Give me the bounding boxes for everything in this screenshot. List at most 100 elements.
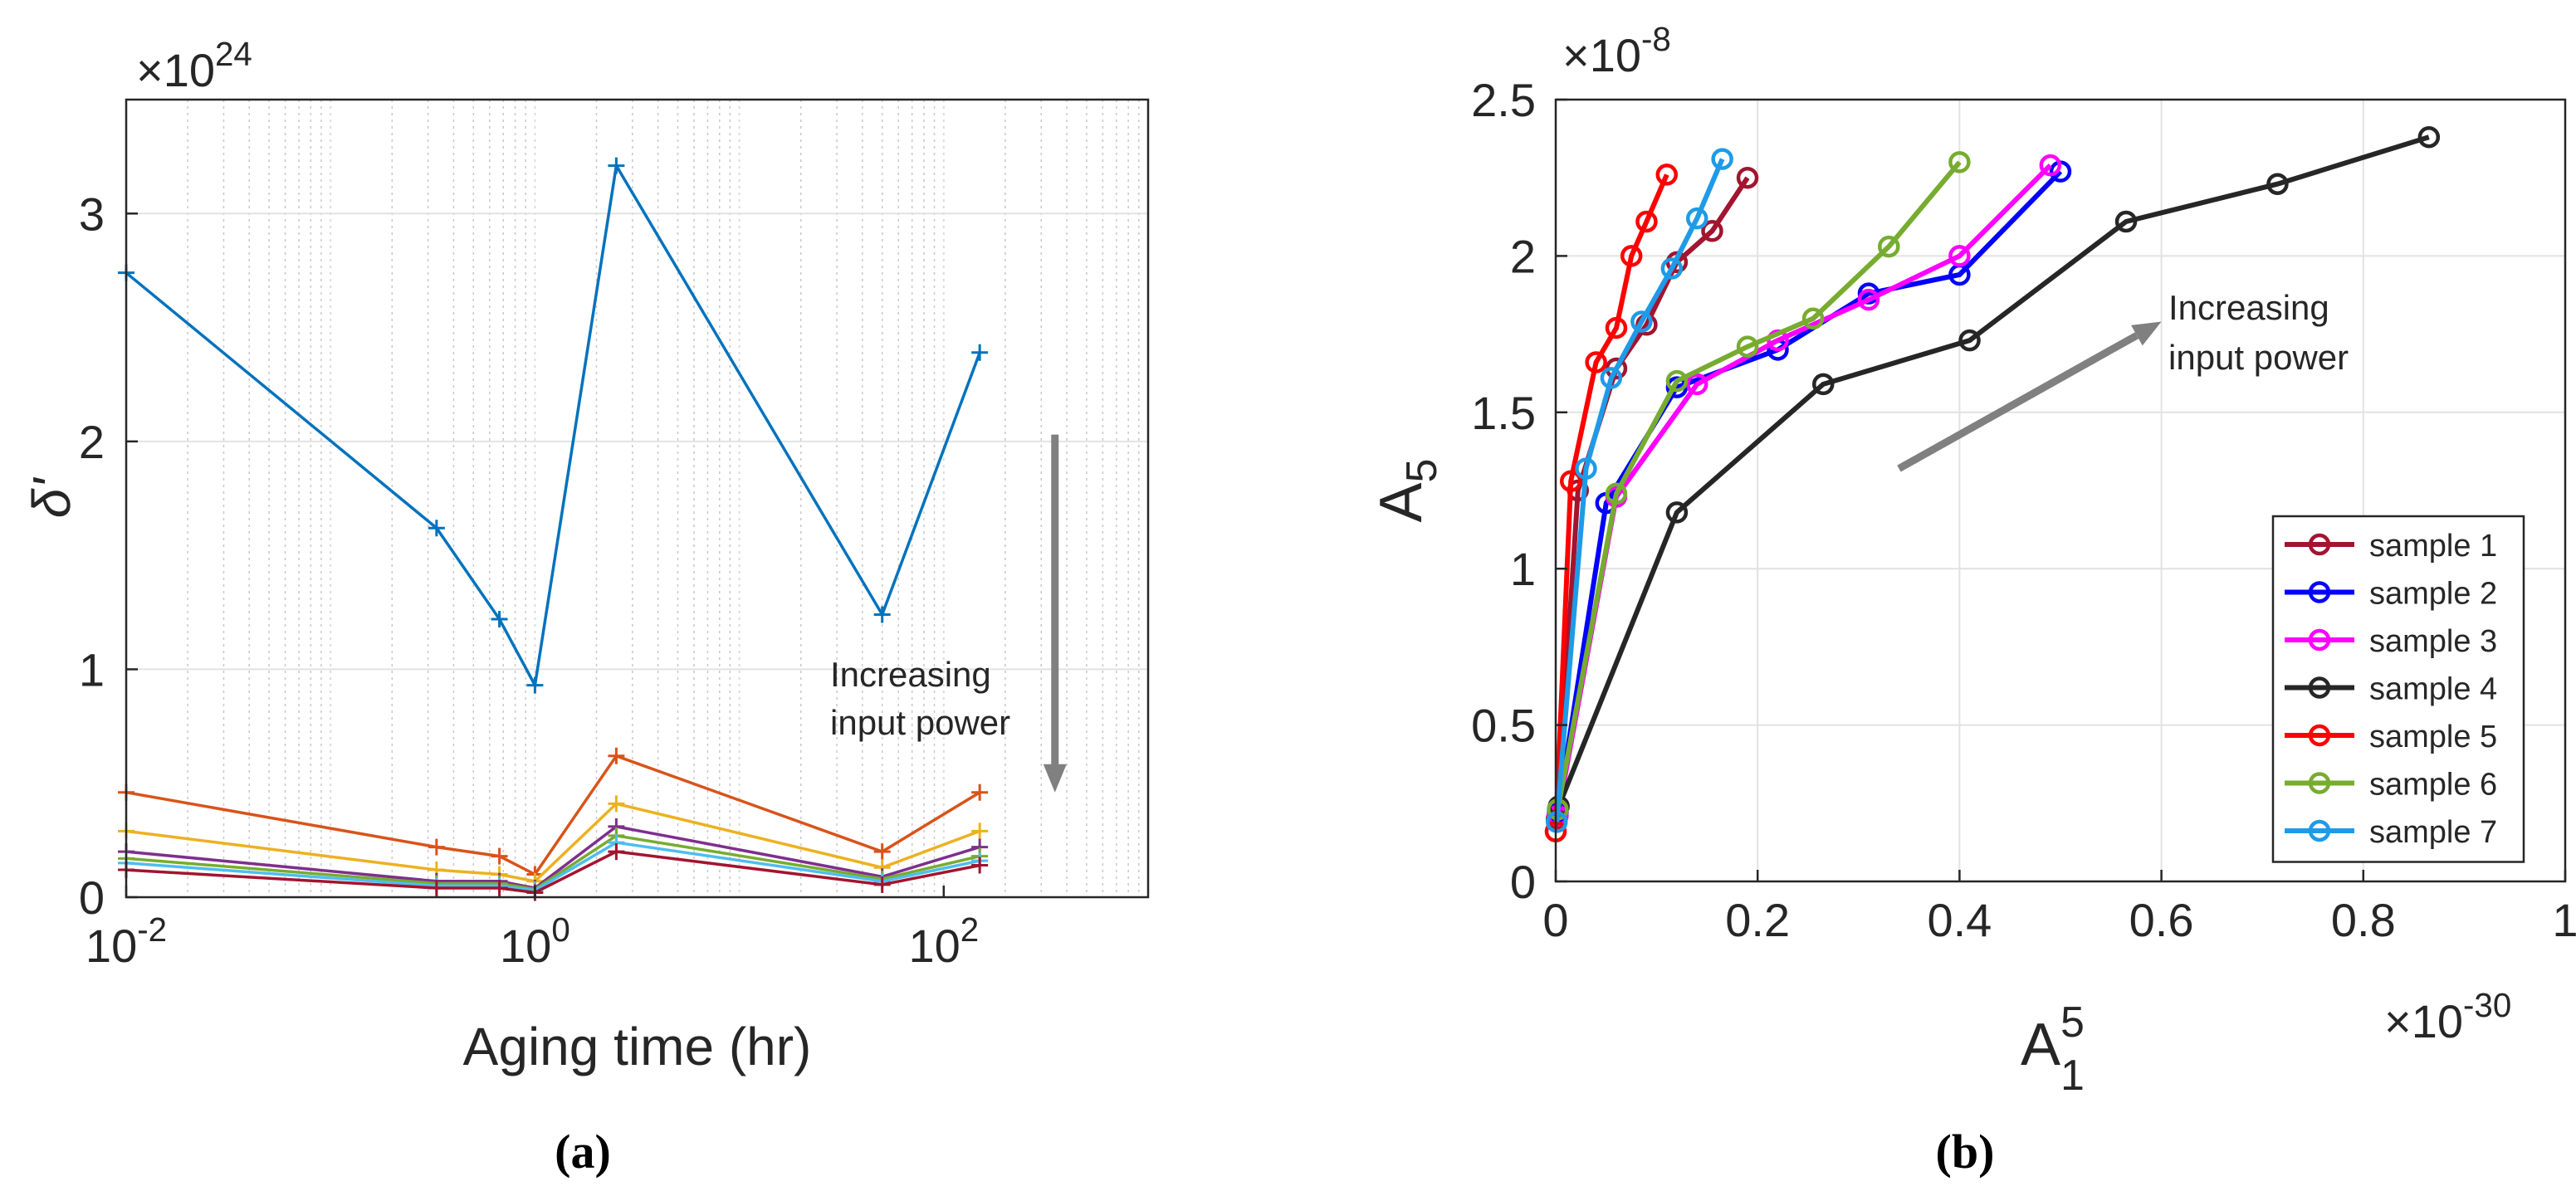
legend-label: sample 2 [2369,577,2497,612]
x-tick-label: 0.6 [2129,894,2194,946]
legend-marker [2308,676,2331,699]
y-axis-label: δ' [22,476,81,519]
legend: sample 1 sample 2 sample 3 sample 4 sample 5… [2271,515,2525,863]
x-tick-label: 0.4 [1927,894,1992,946]
legend-label: sample 6 [2369,768,2497,803]
x-tick-label: 102 [908,910,979,972]
data-point [1685,373,1708,396]
annotation-arrow-shaft [1897,332,2139,472]
caption-a: (a) [555,1125,611,1179]
legend-label: sample 4 [2369,672,2497,707]
data-point [1600,367,1623,389]
y-tick-label: 3 [79,188,105,240]
y-exponent-label: ×10-8 [1562,20,1671,81]
data-point [526,676,544,694]
series-line-4 [1556,134,2430,808]
data-point [1685,207,1708,230]
data-point [873,876,891,893]
plot-frame [125,98,1150,899]
annotation-text: Increasing [2168,288,2329,327]
data-point [2039,154,2062,177]
data-point [1665,369,1689,393]
data-point [428,880,445,897]
data-point [971,344,989,361]
y-axis-label: A5 [1368,459,1446,523]
data-point [1878,235,1900,258]
annotation-text: Increasing [830,655,991,694]
y-tick-label: 1.5 [1471,387,1536,439]
panel-b-chart: 0 0.2 0.4 0.6 0.8 1 0 0.5 1 1.5 2 2.5 ×10-8 ×10-30 A5 1… [1368,20,2576,1100]
data-point [491,880,508,897]
data-point [1559,470,1582,492]
series-line-1 [125,161,981,691]
y-tick-label: 2 [79,416,105,468]
data-point [1801,307,1825,330]
data-point [1630,310,1653,333]
data-point [608,747,625,764]
legend-item: sample 4 [2285,672,2497,707]
data-point [1575,457,1597,480]
y-exponent-label: ×1024 [136,35,252,96]
legend-item: sample 5 [2285,720,2497,754]
legend-item: sample 1 [2285,529,2497,564]
data-point [1585,351,1607,373]
y-tick-label: 0 [1510,856,1536,908]
annotation-text: input power [830,703,1010,742]
caption-b: (b) [1936,1125,1995,1179]
legend-marker [2308,772,2331,794]
legend-label: sample 7 [2369,815,2497,850]
data-point [1948,245,1971,267]
data-point [1736,335,1759,358]
annotation-arrow-head [1043,764,1067,793]
legend-item: sample 2 [2285,577,2497,612]
data-point [873,843,891,861]
series-line-2 [1555,169,2063,813]
series-line-5 [1553,173,1669,832]
x-tick-label: 100 [500,910,570,972]
data-point [608,157,625,174]
data-point [608,843,625,861]
legend-item: sample 6 [2285,768,2497,803]
data-point [971,822,989,840]
legend-marker [2308,628,2331,652]
legend-label: sample 1 [2369,529,2497,564]
plot-frame [1554,98,2567,883]
legend-label: sample 5 [2369,720,2497,754]
data-point [1665,501,1689,524]
y-tick-label: 0.5 [1471,700,1536,752]
legend-item: sample 7 [2285,815,2497,850]
x-exponent-label: ×10-30 [2384,986,2511,1047]
data-point [1605,482,1628,505]
data-point [1701,220,1723,242]
data-point [1605,316,1628,339]
data-point [1655,164,1679,186]
legend-marker [2308,533,2331,556]
data-point [1736,166,1759,189]
series-line-7 [1554,158,1725,822]
y-tick-label: 1 [79,643,105,696]
panel-a-chart: 10-2 100 102 0 1 2 3 ×1024 Aging time (hr) δ' Incr… [22,35,1150,1076]
x-tick-label: 10-2 [86,910,167,972]
y-tick-label: 2.5 [1471,74,1536,126]
data-point [2114,210,2138,233]
x-tick-label: 1 [2552,894,2576,946]
data-point [1948,151,1971,173]
legend-item: sample 3 [2285,624,2497,659]
series-line-1 [1554,176,1750,819]
x-axis-label: Aging time (hr) [463,1017,812,1076]
data-point [971,857,989,874]
data-point [1811,373,1835,396]
data-point [428,520,445,537]
data-point [2417,125,2441,149]
data-point [873,606,891,623]
series-line-2 [125,754,981,876]
data-point [1620,245,1643,267]
legend-label: sample 3 [2369,624,2497,659]
annotation-arrow-head [2131,321,2162,346]
data-point [608,795,625,813]
y-tick-label: 2 [1510,230,1536,282]
x-axis-label: A5 1 [2021,998,2085,1100]
data-point [971,783,989,801]
data-point [491,611,508,628]
